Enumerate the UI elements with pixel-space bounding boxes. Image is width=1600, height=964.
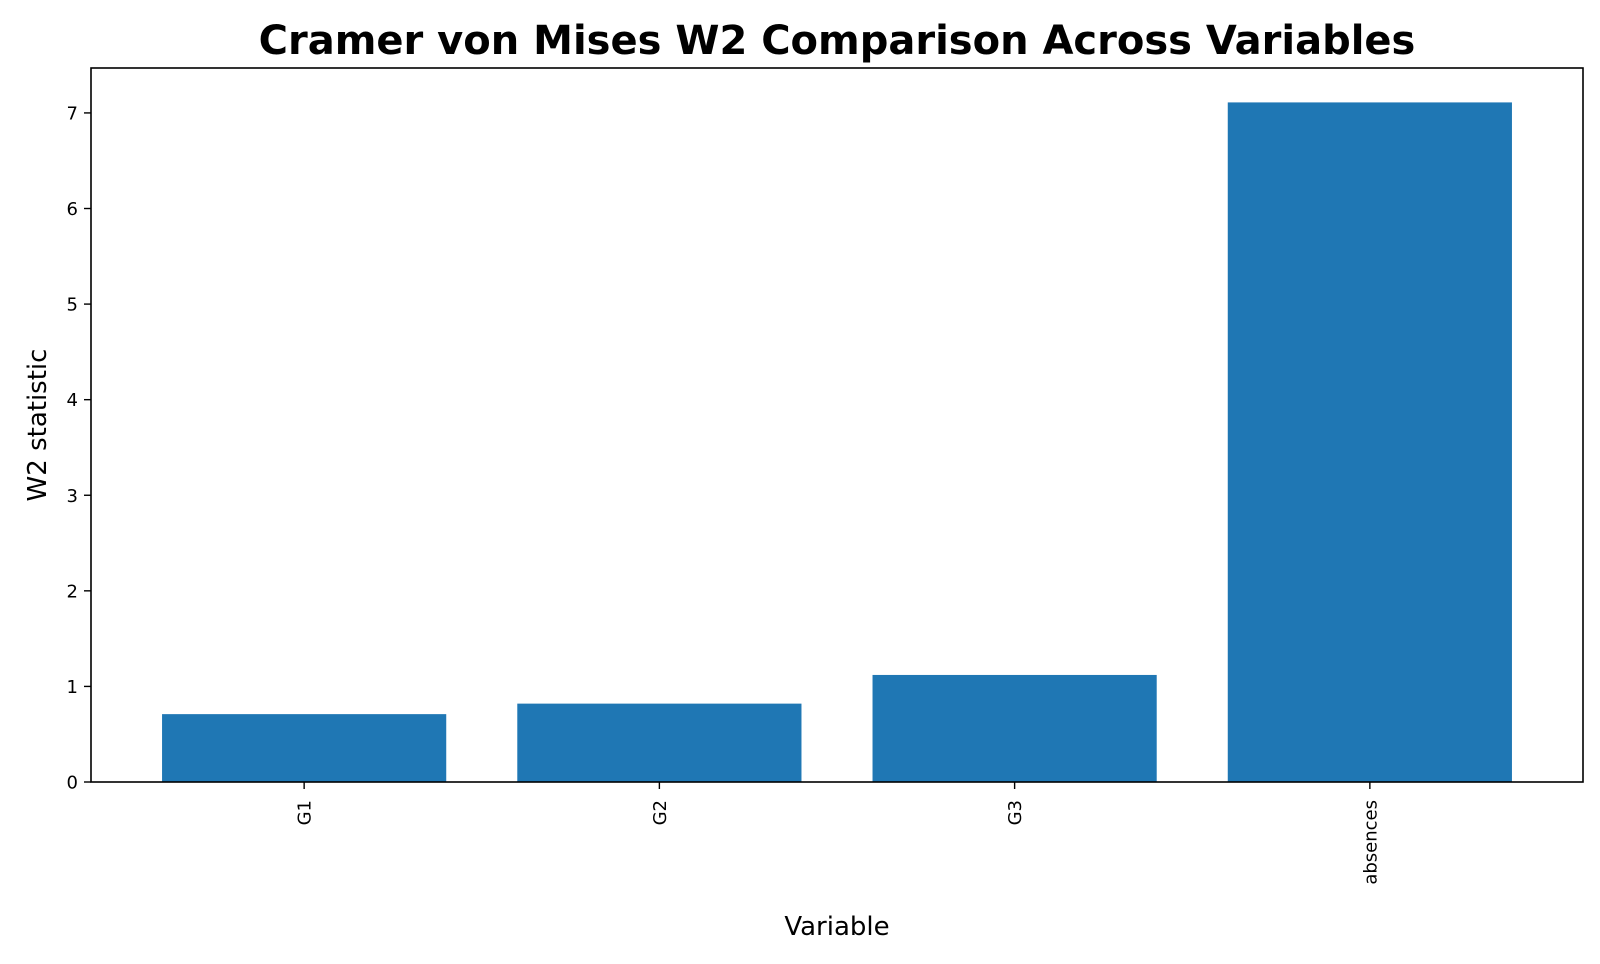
x-axis-label: Variable bbox=[784, 912, 889, 942]
x-tick-label: absences bbox=[1360, 800, 1381, 885]
y-tick-label: 0 bbox=[67, 773, 78, 794]
y-axis-label: W2 statistic bbox=[23, 349, 53, 502]
bar-absences bbox=[1227, 102, 1512, 782]
plot-frame bbox=[90, 67, 1584, 783]
bars-layer bbox=[162, 102, 1512, 782]
y-tick-label: 7 bbox=[67, 103, 78, 124]
y-axis-ticks: 0 1 2 3 4 5 6 7 bbox=[67, 103, 91, 794]
y-tick-label: 2 bbox=[67, 581, 78, 602]
y-tick-label: 4 bbox=[67, 390, 78, 411]
y-tick-label: 3 bbox=[67, 486, 78, 507]
chart-title: Cramer von Mises W2 Comparison Across Va… bbox=[259, 18, 1416, 64]
x-tick-label: G1 bbox=[295, 800, 316, 825]
bar-g3 bbox=[872, 674, 1157, 782]
x-tick-label: G3 bbox=[1005, 800, 1026, 825]
y-tick-label: 6 bbox=[67, 199, 78, 220]
bar-g2 bbox=[517, 703, 802, 782]
x-tick-label: G2 bbox=[650, 800, 671, 825]
y-tick-label: 5 bbox=[67, 295, 78, 316]
bar-g1 bbox=[162, 714, 447, 782]
y-tick-label: 1 bbox=[67, 677, 78, 698]
x-axis-ticks: G1 G2 G3 absences bbox=[295, 782, 1381, 885]
